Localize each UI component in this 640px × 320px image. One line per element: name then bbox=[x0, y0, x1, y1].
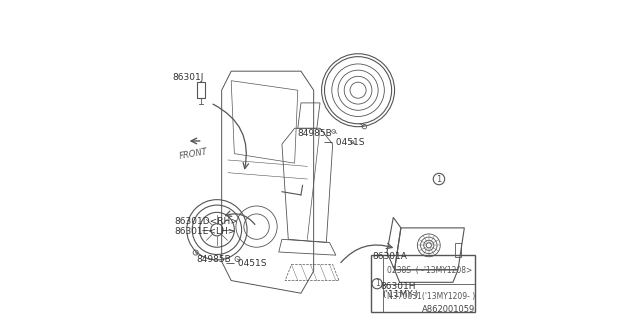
Text: 86301A: 86301A bbox=[372, 252, 407, 261]
Text: 86301J: 86301J bbox=[173, 73, 204, 82]
Text: 1: 1 bbox=[375, 279, 380, 288]
Text: — 0451S: — 0451S bbox=[227, 259, 267, 268]
Text: 0238S  ( -'13MY1208>: 0238S ( -'13MY1208> bbox=[387, 266, 472, 275]
Text: 86301E<LH>: 86301E<LH> bbox=[174, 227, 236, 236]
Text: 86301H: 86301H bbox=[380, 282, 416, 292]
Bar bbox=[197, 82, 205, 98]
Text: 84985B: 84985B bbox=[298, 129, 333, 138]
Text: N370031('13MY1209- ): N370031('13MY1209- ) bbox=[387, 292, 475, 301]
Text: 84985B: 84985B bbox=[196, 255, 231, 264]
Bar bbox=[455, 243, 461, 257]
Text: FRONT: FRONT bbox=[178, 147, 208, 161]
Text: A862001059: A862001059 bbox=[422, 305, 475, 314]
Text: — 0451S: — 0451S bbox=[324, 138, 365, 147]
Text: ('11MY-): ('11MY-) bbox=[382, 290, 418, 299]
Text: 86301D<RH>: 86301D<RH> bbox=[174, 217, 238, 226]
Text: 1: 1 bbox=[436, 174, 442, 184]
Bar bbox=[371, 255, 476, 312]
